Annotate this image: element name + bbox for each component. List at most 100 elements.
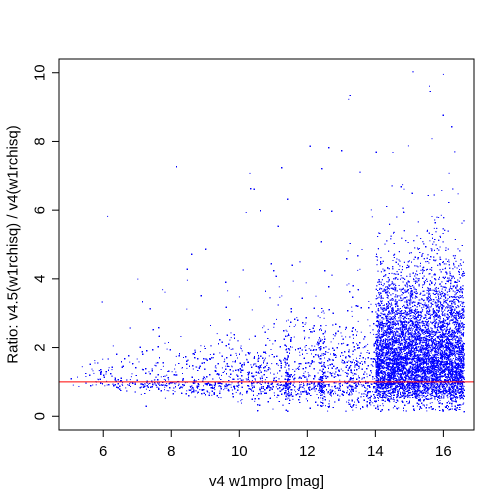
data-point bbox=[184, 382, 186, 384]
data-point bbox=[318, 389, 320, 391]
data-point bbox=[441, 391, 443, 392]
data-point bbox=[259, 377, 261, 379]
data-point bbox=[421, 396, 423, 398]
data-point bbox=[303, 388, 305, 390]
data-point bbox=[350, 392, 352, 394]
data-point bbox=[352, 372, 354, 374]
data-point bbox=[442, 73, 444, 75]
data-point bbox=[360, 331, 362, 333]
data-point bbox=[356, 331, 358, 333]
data-point bbox=[278, 286, 280, 288]
data-point bbox=[248, 338, 250, 340]
data-point bbox=[370, 364, 372, 366]
data-point bbox=[213, 387, 214, 389]
data-point bbox=[291, 346, 293, 348]
data-point bbox=[320, 382, 322, 384]
data-point bbox=[342, 370, 344, 372]
data-point bbox=[382, 361, 384, 363]
data-point bbox=[319, 317, 321, 319]
data-point bbox=[186, 308, 188, 310]
data-point bbox=[342, 360, 344, 361]
data-point bbox=[131, 373, 133, 375]
data-point bbox=[282, 385, 284, 387]
data-point bbox=[449, 308, 451, 310]
data-point bbox=[346, 401, 348, 403]
data-point bbox=[247, 372, 249, 373]
data-point bbox=[322, 354, 324, 356]
data-point bbox=[146, 382, 148, 384]
data-point bbox=[218, 373, 220, 375]
data-point bbox=[416, 372, 418, 374]
data-point bbox=[327, 410, 329, 412]
data-point bbox=[259, 369, 261, 371]
data-point bbox=[288, 369, 290, 371]
data-point bbox=[169, 382, 171, 384]
data-point bbox=[340, 368, 342, 370]
data-point bbox=[377, 404, 379, 406]
data-point bbox=[225, 365, 227, 367]
data-point bbox=[280, 390, 282, 392]
data-point bbox=[383, 348, 385, 350]
data-point bbox=[432, 300, 434, 302]
data-point bbox=[78, 386, 80, 387]
data-point bbox=[297, 366, 299, 368]
data-point bbox=[245, 212, 247, 213]
data-point bbox=[369, 397, 370, 398]
data-point bbox=[138, 361, 140, 363]
data-point bbox=[200, 345, 202, 347]
data-point bbox=[307, 383, 309, 384]
data-point bbox=[326, 384, 328, 385]
data-point bbox=[129, 379, 131, 381]
data-point bbox=[215, 367, 217, 369]
data-point bbox=[307, 372, 309, 374]
data-point bbox=[98, 370, 100, 372]
data-point bbox=[223, 389, 225, 391]
data-point bbox=[189, 385, 191, 387]
data-point bbox=[421, 376, 423, 378]
data-point bbox=[239, 392, 241, 394]
data-point bbox=[387, 377, 389, 379]
data-point bbox=[297, 367, 298, 369]
data-point bbox=[175, 355, 177, 357]
data-point bbox=[390, 319, 392, 321]
data-point bbox=[444, 384, 446, 386]
data-point bbox=[453, 311, 455, 313]
data-point bbox=[316, 385, 318, 387]
data-point bbox=[361, 249, 363, 250]
data-point bbox=[285, 369, 287, 371]
data-point bbox=[367, 393, 369, 395]
data-point bbox=[429, 346, 430, 348]
data-point bbox=[386, 281, 388, 283]
data-point bbox=[463, 370, 465, 372]
data-point bbox=[366, 373, 368, 375]
data-point bbox=[424, 350, 426, 352]
data-point bbox=[287, 375, 289, 377]
data-point bbox=[313, 384, 315, 386]
data-point bbox=[391, 386, 393, 388]
data-point bbox=[434, 326, 436, 328]
data-point bbox=[431, 402, 433, 404]
data-point bbox=[385, 396, 387, 398]
data-point bbox=[331, 363, 333, 365]
data-point bbox=[285, 364, 287, 366]
data-point bbox=[235, 391, 237, 393]
data-point bbox=[199, 389, 201, 391]
data-point bbox=[366, 376, 368, 378]
data-point bbox=[278, 395, 280, 397]
data-point bbox=[261, 382, 263, 384]
data-point bbox=[363, 385, 365, 387]
data-point bbox=[454, 317, 456, 319]
data-point bbox=[351, 399, 353, 401]
data-point bbox=[356, 343, 358, 345]
data-point bbox=[258, 368, 260, 370]
data-point bbox=[112, 345, 114, 347]
data-point bbox=[296, 317, 298, 319]
data-point bbox=[419, 393, 421, 395]
data-point bbox=[216, 333, 218, 335]
data-point bbox=[348, 360, 350, 362]
data-point bbox=[398, 397, 400, 399]
data-point bbox=[349, 389, 351, 391]
data-point bbox=[314, 345, 316, 347]
data-point bbox=[447, 408, 448, 409]
data-point bbox=[371, 364, 373, 366]
